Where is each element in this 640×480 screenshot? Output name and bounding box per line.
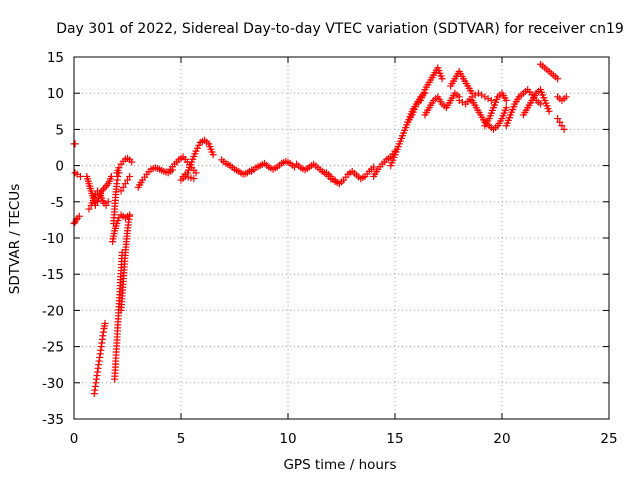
y-tick-label: -10 bbox=[42, 231, 64, 247]
data-point bbox=[562, 93, 570, 101]
x-tick-label: 0 bbox=[70, 431, 79, 447]
data-point bbox=[209, 151, 217, 159]
data-point bbox=[107, 172, 115, 180]
grid-lines bbox=[73, 56, 610, 420]
y-tick-labels: 15 10 5 0 -5 -10 -15 -20 -25 -30 -35 bbox=[42, 50, 64, 428]
data-point bbox=[101, 319, 109, 327]
x-tick-label: 5 bbox=[177, 431, 186, 447]
data-point bbox=[478, 91, 486, 99]
data-point bbox=[192, 169, 200, 177]
data-point bbox=[76, 172, 84, 180]
x-tick-labels: 0 5 10 15 20 25 bbox=[70, 431, 618, 447]
data-point bbox=[560, 125, 568, 133]
x-tick-label: 15 bbox=[386, 431, 403, 447]
data-point bbox=[556, 118, 564, 126]
x-axis-label: GPS time / hours bbox=[283, 457, 396, 473]
data-point bbox=[474, 89, 482, 97]
x-tick-label: 10 bbox=[279, 431, 296, 447]
y-tick-label: -25 bbox=[42, 340, 64, 356]
data-point bbox=[558, 122, 566, 130]
y-tick-label: -20 bbox=[42, 303, 64, 319]
data-point bbox=[481, 93, 489, 101]
y-axis-label: SDTVAR / TECUs bbox=[7, 184, 23, 294]
data-point bbox=[115, 164, 123, 172]
data-point bbox=[370, 163, 378, 171]
y-tick-label: -35 bbox=[42, 412, 64, 428]
data-point bbox=[85, 205, 93, 213]
data-point bbox=[91, 191, 99, 199]
y-tick-label: 10 bbox=[47, 86, 64, 102]
data-point bbox=[71, 140, 79, 148]
data-point bbox=[75, 212, 83, 220]
data-point bbox=[128, 158, 136, 166]
y-tick-label: 15 bbox=[47, 50, 64, 66]
data-point bbox=[545, 107, 553, 115]
data-point bbox=[119, 183, 127, 191]
data-point bbox=[190, 175, 198, 183]
data-point bbox=[124, 176, 131, 184]
y-tick-label: -30 bbox=[42, 376, 64, 392]
x-tick-label: 25 bbox=[600, 431, 617, 447]
data-point bbox=[554, 115, 562, 123]
data-point bbox=[102, 201, 110, 209]
data-point bbox=[438, 75, 446, 83]
data-point bbox=[114, 172, 122, 180]
y-tick-label: -5 bbox=[51, 195, 64, 211]
data-point bbox=[537, 100, 545, 108]
x-tick-label: 20 bbox=[493, 431, 510, 447]
data-point bbox=[101, 183, 109, 191]
data-point bbox=[502, 104, 510, 112]
y-tick-label: 5 bbox=[55, 122, 64, 138]
plot-frame bbox=[73, 56, 610, 420]
data-point bbox=[458, 98, 466, 106]
data-point bbox=[126, 211, 134, 219]
data-point bbox=[117, 187, 125, 195]
chart-title: Day 301 of 2022, Sidereal Day-to-day VTE… bbox=[56, 21, 624, 37]
y-tick-label: -15 bbox=[42, 267, 64, 283]
data-point bbox=[502, 96, 510, 104]
data-point bbox=[104, 198, 112, 206]
data-point bbox=[126, 172, 134, 180]
data-point bbox=[554, 75, 562, 83]
data-point bbox=[487, 96, 495, 104]
data-point bbox=[471, 91, 479, 99]
data-point bbox=[121, 180, 129, 188]
y-tick-label: 0 bbox=[55, 159, 64, 175]
data-point bbox=[484, 95, 492, 103]
data-points bbox=[70, 60, 570, 398]
